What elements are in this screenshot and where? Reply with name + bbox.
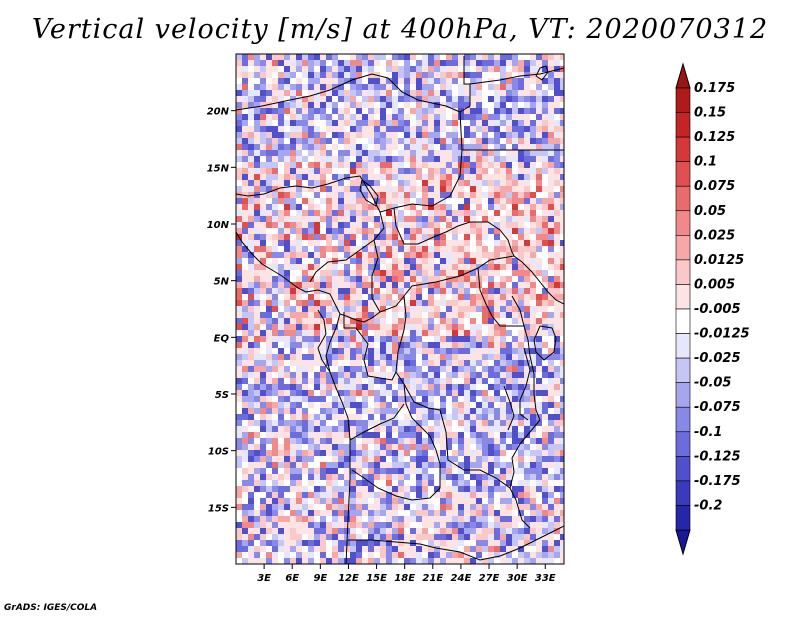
lon-tick-label: 18E — [394, 573, 415, 584]
colorbar-level-label: 0.125 — [694, 130, 735, 145]
colorbar-level-label: -0.125 — [694, 449, 741, 464]
lon-tick-label: 27E — [479, 573, 500, 584]
lat-tick-label: 15S — [208, 503, 229, 514]
lat-tick-label: EQ — [214, 333, 230, 344]
colorbar-level-label: 0.175 — [694, 81, 735, 96]
colorbar-level-label: 0.025 — [694, 228, 735, 243]
lon-tick-label: 12E — [338, 573, 359, 584]
colorbar-swatch — [675, 357, 691, 383]
lat-tick-label: 5N — [214, 277, 230, 288]
lat-tick-label: 10S — [208, 447, 229, 458]
latitude-axis: 20N 15N 10N 5N EQ 5S 10S 15S — [207, 107, 236, 514]
colorbar-level-label: 0.075 — [694, 179, 735, 194]
lon-tick-label: 33E — [535, 573, 556, 584]
lon-tick-label: 30E — [507, 573, 528, 584]
colorbar-level-label: -0.175 — [694, 474, 741, 489]
colorbar-swatch — [675, 284, 691, 310]
colorbar-level-label: 0.0125 — [694, 253, 744, 268]
colorbar-level-label: -0.2 — [694, 498, 722, 513]
colorbar-swatch — [675, 431, 691, 457]
velocity-field — [236, 54, 564, 564]
lon-tick-label: 15E — [366, 573, 387, 584]
lon-tick-label: 9E — [313, 573, 327, 584]
colorbar-swatch — [675, 235, 691, 261]
lat-tick-label: 10N — [207, 220, 230, 231]
colorbar-bottom-arrow — [675, 529, 691, 556]
colorbar-level-label: -0.0125 — [694, 327, 750, 342]
colorbar-swatch — [675, 136, 691, 162]
colorbar-level-label: -0.1 — [694, 425, 722, 440]
colorbar-swatch — [675, 505, 691, 531]
colorbar-swatch — [675, 308, 691, 334]
colorbar-swatch — [675, 456, 691, 482]
colorbar-swatch — [675, 382, 691, 408]
colorbar-level-label: -0.075 — [694, 400, 741, 415]
colorbar-swatch — [675, 259, 691, 285]
lon-tick-label: 3E — [257, 573, 271, 584]
colorbar-legend: 0.175 0.15 0.125 0.1 0.075 0.05 0.025 0.0125 0.0… — [675, 62, 750, 556]
lat-tick-label: 20N — [207, 107, 230, 118]
colorbar-swatch — [675, 185, 691, 212]
lon-tick-label: 21E — [422, 573, 443, 584]
plot-frame — [235, 53, 565, 565]
colorbar-level-label: 0.005 — [694, 277, 735, 292]
lon-tick-label: 24E — [451, 573, 472, 584]
colorbar-swatch — [675, 210, 691, 236]
colorbar-level-label: -0.005 — [694, 302, 741, 317]
lon-tick-label: 6E — [285, 573, 299, 584]
colorbar-swatch — [675, 87, 691, 113]
colorbar-swatch — [675, 480, 691, 506]
grads-credit: GrADS: IGES/COLA — [4, 603, 98, 613]
colorbar-top-arrow — [675, 62, 691, 89]
colorbar-swatch — [675, 161, 691, 187]
colorbar-level-label: 0.1 — [694, 155, 717, 170]
colorbar-level-label: -0.05 — [694, 376, 731, 391]
longitude-axis: 3E 6E 9E 12E 15E 18E 21E 24E 27E 30E 33E — [257, 564, 556, 584]
colorbar-swatch — [675, 406, 691, 433]
colorbar-swatch — [675, 333, 691, 359]
colorbar-level-label: 0.05 — [694, 204, 726, 219]
lat-tick-label: 5S — [215, 390, 229, 401]
colorbar-level-label: -0.025 — [694, 351, 741, 366]
map-title: Vertical velocity [m/s] at 400hPa, VT: 2… — [31, 14, 769, 45]
country-borders — [236, 56, 564, 564]
colorbar-swatch — [675, 112, 691, 138]
colorbar-level-label: 0.15 — [694, 106, 726, 121]
lat-tick-label: 15N — [207, 163, 230, 174]
